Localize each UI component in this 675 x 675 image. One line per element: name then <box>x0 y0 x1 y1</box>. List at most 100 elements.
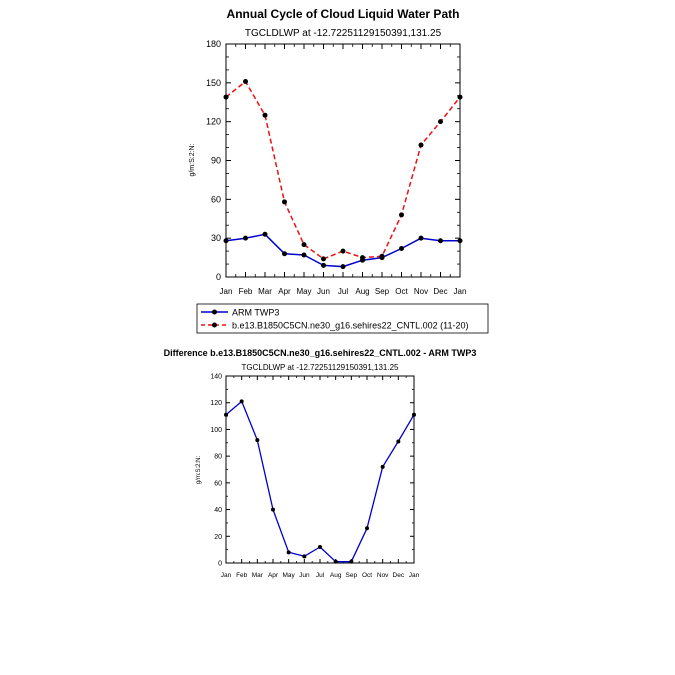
chart-2-xtick-label: Feb <box>236 572 248 579</box>
data-point-0 <box>243 235 248 241</box>
chart-1-legend: ARM TWP3 b.e13.B1850C5CN.ne30_g16.sehire… <box>196 303 489 334</box>
chart-2-title: Difference b.e13.B1850C5CN.ne30_g16.sehi… <box>164 348 477 358</box>
data-point-1 <box>379 253 385 259</box>
data-point-0 <box>365 526 369 531</box>
chart-1-xtick-label: Jan <box>454 287 467 296</box>
chart-1-series <box>223 79 463 270</box>
chart-1: Annual Cycle of Cloud Liquid Water Path … <box>189 7 489 334</box>
data-point-0 <box>457 238 463 244</box>
chart-1-title: Annual Cycle of Cloud Liquid Water Path <box>227 7 460 21</box>
data-point-1 <box>321 256 326 262</box>
chart-2-xtick-label: Jan <box>221 572 232 579</box>
legend-label-model: b.e13.B1850C5CN.ne30_g16.sehires22_CNTL.… <box>232 321 469 331</box>
data-point-0 <box>438 238 443 244</box>
chart-2-xtick-label: Nov <box>377 572 389 579</box>
chart-2-xtick-label: Apr <box>268 572 279 579</box>
chart-2-ytick-label: 140 <box>210 374 222 381</box>
data-point-0 <box>262 231 268 237</box>
legend-marker-arm <box>212 309 217 315</box>
chart-2-subtitle: TGCLDLWP at -12.72251129150391,131.25 <box>242 363 400 372</box>
data-point-1 <box>360 255 365 261</box>
data-point-0 <box>255 438 260 443</box>
data-point-1 <box>340 248 346 254</box>
data-point-0 <box>399 246 404 252</box>
chart-1-ytick-label: 0 <box>216 272 221 282</box>
chart-2-ticks <box>225 375 415 564</box>
chart-2-ytick-label: 20 <box>214 534 222 541</box>
chart-2-xtick-label: Aug <box>330 572 342 579</box>
chart-1-xtick-label: Jul <box>338 287 348 296</box>
chart-2-ytick-label: 100 <box>210 427 222 434</box>
series-line-0 <box>225 400 415 563</box>
chart-2-x-tick-labels: Jan Feb Mar Apr May Jun Jul Aug Sep Oct … <box>221 572 420 579</box>
chart-2-xtick-label: Jan <box>409 572 420 579</box>
data-point-1 <box>418 142 424 148</box>
data-point-1 <box>399 212 404 218</box>
chart-2-ytick-label: 60 <box>214 480 222 487</box>
chart-2-xtick-label: Jul <box>316 572 325 579</box>
data-point-1 <box>438 119 443 125</box>
data-point-0 <box>380 464 385 469</box>
data-point-1 <box>301 242 307 248</box>
chart-1-ytick-label: 60 <box>211 194 221 204</box>
chart-2-y-tick-labels: 0 20 40 60 80 100 120 140 <box>210 374 222 568</box>
chart-1-ytick-label: 30 <box>211 233 221 243</box>
chart-1-ytick-label: 150 <box>206 78 221 88</box>
data-point-1 <box>282 199 287 205</box>
chart-1-xtick-label: Feb <box>239 287 253 296</box>
data-point-1 <box>262 112 268 118</box>
chart-1-y-tick-labels: 0 30 60 90 120 150 180 <box>206 39 221 282</box>
chart-1-ticks <box>225 43 461 278</box>
legend-label-arm: ARM TWP3 <box>232 308 279 318</box>
data-point-0 <box>418 235 424 241</box>
legend-marker-model <box>212 322 217 328</box>
chart-1-xtick-label: Mar <box>258 287 272 296</box>
chart-1-ytick-label: 90 <box>211 156 221 166</box>
chart-2-ytick-label: 120 <box>210 400 222 407</box>
chart-2-series <box>224 399 416 564</box>
chart-2-xtick-label: Jun <box>299 572 310 579</box>
chart-1-xtick-label: Dec <box>433 287 447 296</box>
chart-1-xtick-label: Apr <box>278 287 291 296</box>
chart-2-ylabel: g/m:S:2:N: <box>196 455 202 484</box>
chart-1-xtick-label: May <box>296 287 311 296</box>
chart-2-ytick-label: 80 <box>214 454 222 461</box>
chart-1-plot-frame <box>225 43 461 278</box>
data-point-0 <box>239 399 244 404</box>
chart-1-xtick-label: Jun <box>317 287 330 296</box>
legend-frame <box>196 303 489 334</box>
data-point-0 <box>340 264 346 270</box>
chart-2-ytick-label: 40 <box>214 507 222 514</box>
chart-1-ylabel: g/m:S:2:N: <box>189 143 196 176</box>
data-point-0 <box>286 550 291 555</box>
chart-2-xtick-label: Mar <box>252 572 264 579</box>
chart-1-xtick-label: Oct <box>395 287 408 296</box>
chart-2-plot-frame <box>225 375 415 564</box>
data-point-0 <box>349 559 354 564</box>
data-point-0 <box>271 507 275 512</box>
data-point-0 <box>301 252 307 258</box>
data-point-0 <box>224 412 228 417</box>
chart-1-xtick-label: Sep <box>375 287 390 296</box>
chart-2-xtick-label: Dec <box>393 572 405 579</box>
data-point-0 <box>318 544 322 549</box>
chart-1-x-tick-labels: Jan Feb Mar Apr May Jun Jul Aug Sep Oct … <box>220 287 467 296</box>
chart-2-ytick-label: 0 <box>218 561 222 568</box>
chart-2: Difference b.e13.B1850C5CN.ne30_g16.sehi… <box>164 348 477 579</box>
chart-2-xtick-label: Sep <box>346 572 358 579</box>
data-point-1 <box>243 79 248 85</box>
chart-1-xtick-label: Aug <box>355 287 369 296</box>
chart-2-xtick-label: May <box>283 572 296 579</box>
chart-1-ytick-label: 120 <box>206 117 221 127</box>
data-point-0 <box>223 238 229 244</box>
chart-1-xtick-label: Nov <box>414 287 428 296</box>
data-point-0 <box>333 559 338 564</box>
data-point-0 <box>282 251 287 257</box>
series-line-1 <box>225 80 461 260</box>
chart-1-ytick-label: 180 <box>206 39 221 49</box>
chart-2-xtick-label: Oct <box>362 572 372 579</box>
chart-1-xtick-label: Jan <box>220 287 233 296</box>
data-point-0 <box>412 412 416 417</box>
data-point-0 <box>302 554 307 559</box>
